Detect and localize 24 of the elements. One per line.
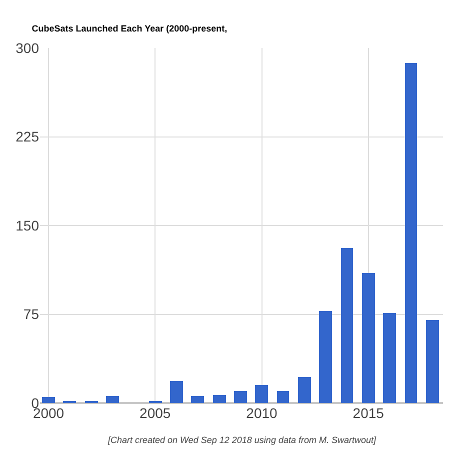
bar — [191, 396, 204, 403]
x-tick-label: 2005 — [140, 405, 171, 421]
bar — [42, 397, 55, 403]
text: [Chart created on Wed Sep 12 2018 using data from M. Swartwout] — [107, 435, 376, 445]
bar — [277, 391, 289, 403]
bar — [106, 396, 119, 403]
y-tick-label: 75 — [23, 306, 40, 322]
bar — [319, 311, 332, 403]
bar — [426, 320, 439, 403]
y-tick-label: 150 — [16, 217, 40, 234]
bar — [405, 63, 417, 403]
bar — [298, 377, 311, 403]
chart-title: CubeSats Launched Each Year (2000-present, — [32, 23, 228, 34]
y-tick-label: 225 — [16, 128, 40, 145]
y-tick-label: 300 — [16, 40, 40, 56]
bar — [170, 381, 183, 403]
bar — [383, 313, 396, 403]
bar — [362, 273, 375, 403]
bar — [255, 385, 268, 403]
x-tick-label: 2015 — [352, 405, 384, 421]
x-tick-label: 2010 — [246, 405, 278, 421]
bar — [341, 248, 353, 403]
bar — [234, 391, 247, 403]
bar — [213, 395, 226, 403]
